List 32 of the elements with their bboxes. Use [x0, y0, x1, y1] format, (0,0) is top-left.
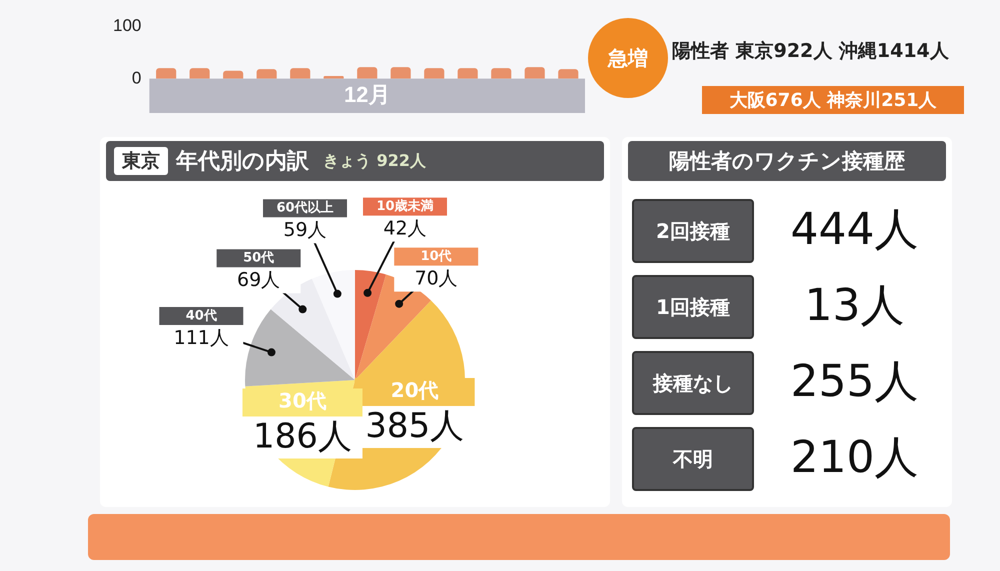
- category-label: 2回接種: [632, 199, 754, 263]
- category-label: 接種なし: [632, 351, 754, 415]
- slice-label: 10歳未満: [376, 199, 434, 214]
- slice-label: 50代: [243, 250, 274, 266]
- data-label: 70人: [414, 268, 458, 290]
- text: 255人: [790, 356, 918, 406]
- data-label: 69人: [237, 269, 280, 292]
- slice-label: 40代: [186, 308, 217, 324]
- text: 大阪676人 神奈川251人: [702, 86, 964, 114]
- y-tick-label: 0: [132, 68, 142, 88]
- data-label: 186人: [253, 416, 352, 456]
- data-label: 42人: [383, 218, 427, 240]
- chart-title: 年代別の内訳: [176, 148, 309, 176]
- data-label: 59人: [283, 219, 327, 242]
- text: 444人: [790, 204, 918, 254]
- text: 東京: [114, 147, 168, 175]
- text: 陽性者のワクチン接種歴: [628, 141, 946, 181]
- chart-subtitle: きょう 922人: [323, 150, 426, 172]
- text: 陽性者 東京922人 沖縄1414人: [672, 39, 949, 64]
- text: 急増: [588, 18, 668, 98]
- slice-label: 60代以上: [276, 200, 334, 216]
- slice-label: 30代: [278, 388, 326, 413]
- category-label: 不明: [632, 427, 754, 491]
- x-axis-title: 12月: [344, 82, 390, 107]
- slice-label: 10代: [420, 249, 452, 264]
- text: 210人: [790, 432, 918, 482]
- data-label: 385人: [365, 406, 464, 446]
- data-label: 111人: [174, 326, 229, 349]
- category-label: 1回接種: [632, 275, 754, 339]
- text: 13人: [804, 280, 904, 330]
- y-tick-label: 100: [112, 16, 142, 35]
- slice-label: 20代: [390, 378, 439, 402]
